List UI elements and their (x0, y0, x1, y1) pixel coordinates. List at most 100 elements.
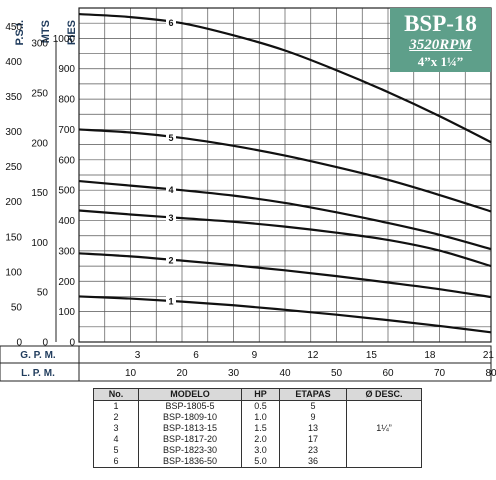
cell-etapas: 36 (279, 456, 347, 468)
curve-label-2: 2 (168, 256, 173, 266)
curve-label-bg (166, 295, 176, 307)
tick-label-psi: 400 (5, 57, 22, 68)
cell-etapas: 17 (279, 434, 347, 445)
cell-hp: 1.5 (241, 423, 280, 434)
curve-3 (78, 209, 492, 268)
cell-modelo: BSP-1823-30 (138, 445, 242, 456)
tick-label-mts: 300 (31, 39, 48, 50)
cell-hp: 5.0 (241, 456, 280, 468)
cell-no: 5 (93, 445, 139, 456)
tick-label-psi: 200 (5, 197, 22, 208)
curve-label-4: 4 (168, 185, 173, 195)
model-name: BSP-18 (404, 11, 477, 36)
pump-curves: 1 2 3 4 5 6 (78, 12, 492, 334)
table-row: 3 BSP-1813-15 1.5 13 1¼” (93, 423, 422, 434)
cell-no: 4 (93, 434, 139, 445)
cell-desc (346, 400, 422, 412)
header-hp: HP (241, 388, 280, 401)
model-speed: 3520RPM (409, 37, 472, 53)
lpm-tick: 50 (331, 368, 343, 379)
table-header-row: No. MODELO HP ETAPAS Ø DESC. (93, 388, 422, 401)
curve-6 (78, 12, 492, 144)
curve-label-bg (166, 17, 176, 29)
cell-desc (346, 445, 422, 456)
curve-label-3: 3 (168, 213, 173, 223)
tick-label-pies: 300 (58, 246, 75, 257)
tick-label-psi: 300 (5, 127, 22, 138)
model-table: No. MODELO HP ETAPAS Ø DESC. 1 BSP-1805-… (93, 388, 422, 468)
axes: P.S.I. 0 50 100 150 200 250 300 350 400 450 MTS 0 50 1… (5, 20, 78, 349)
cell-hp: 0.5 (241, 400, 280, 412)
curve-1 (78, 295, 492, 334)
tick-label-mts: 200 (31, 138, 48, 149)
curve-4 (78, 179, 492, 251)
lpm-tick: 40 (279, 368, 291, 379)
header-modelo: MODELO (138, 388, 242, 401)
lpm-tick: 10 (125, 368, 137, 379)
table-row: 4 BSP-1817-20 2.0 17 (93, 434, 422, 445)
cell-desc (346, 456, 422, 468)
cell-no: 3 (93, 423, 139, 434)
curve-label-bg (166, 131, 176, 143)
table-row: 6 BSP-1836-50 5.0 36 (93, 456, 422, 468)
tick-label-psi: 0 (16, 338, 22, 349)
model-size: 4”x 1¼” (417, 54, 464, 69)
curve-2 (78, 252, 492, 299)
lpm-label: L. P. M. (21, 368, 55, 379)
header-desc: Ø DESC. (346, 388, 422, 401)
cell-hp: 3.0 (241, 445, 280, 456)
lpm-tick: 30 (228, 368, 240, 379)
tick-label-pies: 600 (58, 155, 75, 166)
tick-label-mts: 150 (31, 188, 48, 199)
cell-modelo: BSP-1809-10 (138, 412, 242, 423)
gpm-tick: 3 (135, 350, 141, 361)
tick-label-psi: 350 (5, 92, 22, 103)
tick-label-pies: 400 (58, 216, 75, 227)
tick-label-psi: 100 (5, 267, 22, 278)
cell-hp: 2.0 (241, 434, 280, 445)
tick-label-mts: 250 (31, 88, 48, 99)
tick-label-psi: 450 (5, 22, 22, 33)
gpm-label: G. P. M. (20, 350, 56, 361)
model-title-box: BSP-18 3520RPM 4”x 1¼” (390, 8, 491, 72)
curve-label-5: 5 (168, 133, 173, 143)
curve-label-6: 6 (168, 18, 173, 28)
tick-label-pies: 500 (58, 186, 75, 197)
header-no: No. (93, 388, 139, 401)
cell-no: 6 (93, 456, 139, 468)
gpm-tick: 12 (307, 350, 319, 361)
gpm-tick: 15 (366, 350, 378, 361)
axis-label-pies: PIES (66, 20, 78, 45)
curve-5 (78, 128, 492, 213)
tick-label-mts: 50 (37, 288, 49, 299)
cell-etapas: 23 (279, 445, 347, 456)
curve-label-bg (166, 254, 176, 266)
table-row: 2 BSP-1809-10 1.0 9 (93, 412, 422, 423)
tick-label-psi: 250 (5, 162, 22, 173)
cell-etapas: 13 (279, 423, 347, 434)
lpm-tick: 80 (485, 368, 496, 379)
cell-etapas: 5 (279, 400, 347, 412)
tick-label-mts: 0 (42, 338, 48, 349)
gpm-tick: 9 (252, 350, 258, 361)
axis-label-mts: MTS (40, 20, 52, 43)
cell-no: 2 (93, 412, 139, 423)
tick-label-pies: 800 (58, 95, 75, 106)
plot-frame (78, 7, 492, 343)
tick-label-psi: 50 (11, 302, 23, 313)
table-row: 5 BSP-1823-30 3.0 23 (93, 445, 422, 456)
tick-label-pies: 0 (69, 338, 75, 349)
tick-label-pies: 900 (58, 64, 75, 75)
tick-label-pies: 1000 (53, 34, 76, 45)
cell-modelo: BSP-1817-20 (138, 434, 242, 445)
cell-no: 1 (93, 400, 139, 412)
axis-label-psi: P.S.I. (14, 20, 26, 45)
tick-label-pies: 200 (58, 277, 75, 288)
tick-label-mts: 100 (31, 238, 48, 249)
header-etapas: ETAPAS (279, 388, 347, 401)
gpm-tick: 21 (483, 350, 495, 361)
flow-scales: G. P. M. L. P. M. 3 6 9 12 15 18 21 10 20 30 40 50 60 7… (0, 345, 496, 382)
table-row: 1 BSP-1805-5 0.5 5 (93, 400, 422, 412)
curve-label-bg (166, 184, 176, 196)
tick-label-psi: 150 (5, 232, 22, 243)
